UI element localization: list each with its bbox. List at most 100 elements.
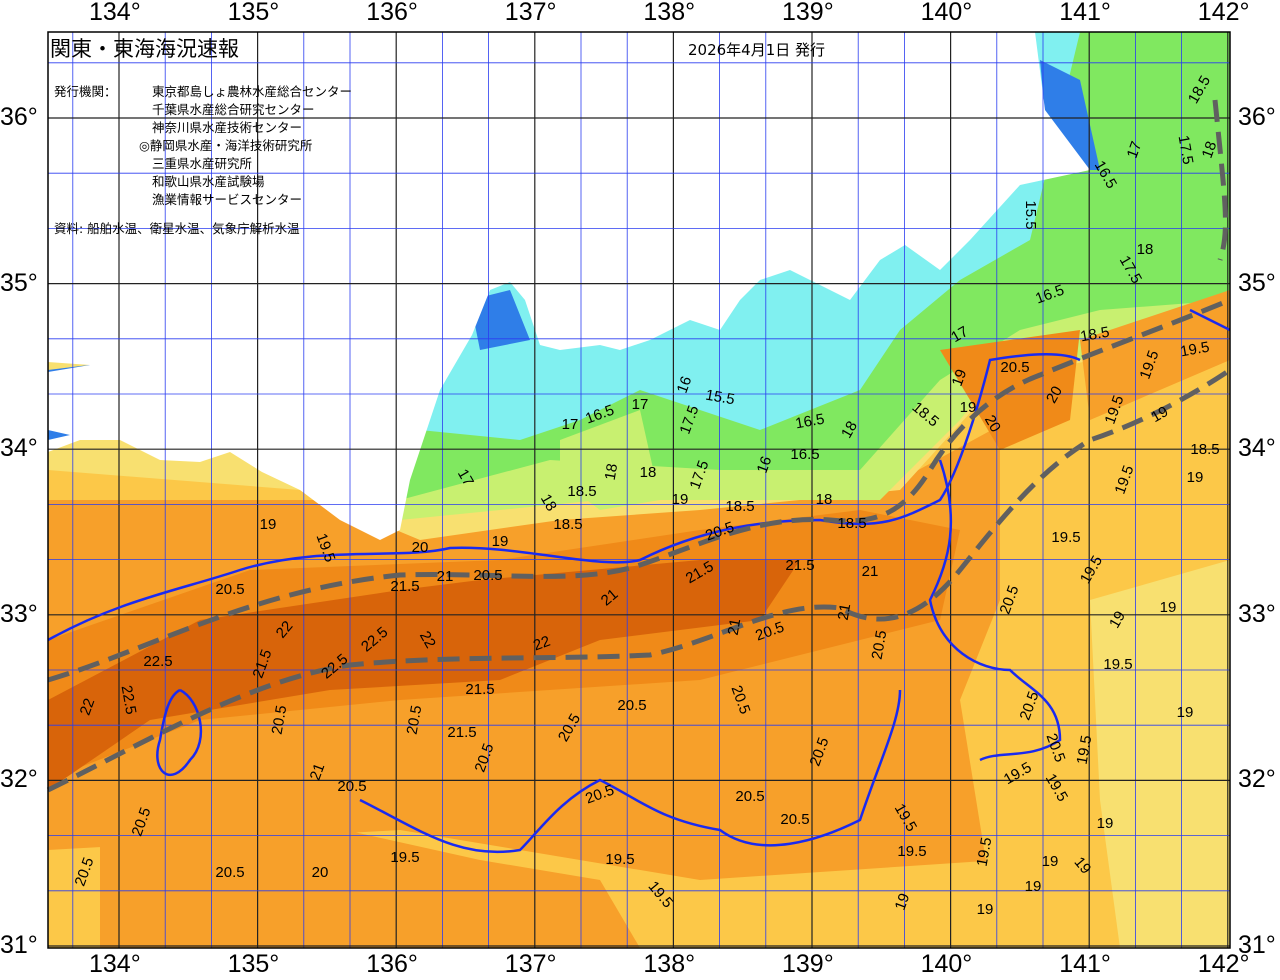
latitude-tick-left: 34° (0, 434, 38, 463)
longitude-tick-top: 139° (782, 0, 834, 26)
contour-label: 21.5 (390, 578, 419, 595)
temperature-zone (470, 290, 530, 350)
longitude-tick-bottom: 142° (1197, 950, 1250, 978)
latitude-tick-right: 35° (1238, 268, 1276, 297)
contour-label: 18.5 (553, 516, 582, 533)
contour-label: 20 (412, 539, 429, 556)
contour-label: 20.5 (404, 704, 426, 736)
contour-label: 20.5 (735, 788, 764, 805)
contour-label: 21.5 (465, 681, 494, 698)
longitude-tick-bottom: 134° (89, 950, 141, 978)
contour-label: 17 (562, 416, 579, 433)
contour-label: 19 (672, 491, 689, 508)
longitude-tick-top: 137° (504, 0, 557, 26)
contour-label: 21 (725, 617, 745, 636)
contour-label: 18 (838, 418, 861, 441)
contour-label: 18.5 (725, 498, 754, 515)
issuer-item: 漁業情報サービスセンター (152, 192, 303, 207)
contour-label: 19.5 (605, 851, 634, 868)
longitude-tick-bottom: 136° (366, 950, 418, 978)
contour-label: 16.5 (790, 446, 819, 463)
map-frame (47, 31, 1231, 949)
temperature-zone (100, 820, 640, 948)
temperature-zone (1090, 560, 1230, 948)
latitude-tick-left: 32° (0, 765, 38, 794)
longitude-tick-bottom: 135° (227, 950, 280, 978)
lat-lon-grid (48, 32, 1230, 948)
longitude-tick-top: 135° (227, 0, 280, 26)
contour-label: 22 (531, 633, 552, 655)
contour-label: 17 (632, 396, 649, 413)
longitude-tick-bottom: 138° (643, 950, 696, 978)
issuer-item: 東京都島しょ農林水産総合センター (152, 84, 353, 99)
contour-label: 20.5 (473, 567, 502, 584)
contour-label: 20.5 (1000, 359, 1029, 376)
coastline-land (48, 32, 1090, 540)
issuer-item: 神奈川県水産技術センター (152, 120, 303, 135)
contour-label: 21 (835, 602, 855, 621)
contour-label: 18 (816, 491, 833, 508)
longitude-tick-bottom: 139° (782, 950, 834, 978)
contour-label: 19.5 (897, 843, 926, 860)
contour-label: 19 (977, 901, 994, 918)
kuroshio-axis-line (47, 297, 1231, 683)
contour-label: 19.5 (1179, 339, 1211, 361)
contour-label: 20.5 (780, 811, 809, 828)
issue-date: 2026年4月1日 発行 (688, 41, 826, 59)
title-box (48, 32, 470, 70)
page-title: 関東・東海海況速報 (50, 37, 239, 61)
contour-label: 19.5 (974, 836, 996, 868)
contour-label: 15.5 (1022, 200, 1039, 229)
kuroshio-axis-layer (46, 99, 1232, 793)
contour-label: 18.5 (1079, 324, 1111, 346)
longitude-tick-top: 136° (366, 0, 418, 26)
contour-label: 18 (537, 491, 560, 514)
contour-label: 22 (416, 628, 439, 651)
contour-label: 18 (640, 464, 657, 481)
contour-label: 20.5 (617, 697, 646, 714)
latitude-tick-right: 31° (1238, 931, 1276, 959)
contour-label: 22 (77, 696, 99, 717)
latitude-tick-right: 32° (1238, 765, 1276, 794)
latitude-tick-left: 36° (0, 103, 38, 131)
contour-label: 15.5 (704, 387, 736, 409)
contour-label: 17 (1124, 139, 1146, 160)
contour-label: 20.5 (869, 629, 891, 661)
data-sources: 資料: 船舶水温、衛星水温、気象庁解析水温 (54, 221, 300, 236)
issuer-item: ◎静岡県水産・海洋技術研究所 (139, 138, 313, 153)
contour-label: 22.5 (118, 684, 140, 716)
kuroshio-axis-line (46, 367, 1232, 793)
issuers-label: 発行機関： (54, 84, 117, 99)
longitude-tick-bottom: 140° (920, 950, 973, 978)
contour-label: 18.5 (567, 483, 596, 500)
temperature-zone (1080, 290, 1230, 420)
latitude-tick-left: 31° (0, 931, 38, 959)
contour-label: 19 (1042, 853, 1059, 870)
longitude-tick-top: 140° (920, 0, 973, 26)
contour-label: 20.5 (269, 704, 291, 736)
contour-label: 19 (892, 891, 914, 912)
isotherm-20c (928, 459, 1062, 762)
contour-label: 18.5 (1190, 441, 1219, 458)
contour-label: 22.5 (143, 653, 172, 670)
contour-label: 18.5 (837, 515, 866, 532)
contour-label: 20 (981, 412, 1004, 435)
contour-label: 19 (1160, 599, 1177, 616)
contour-label: 20 (312, 864, 329, 881)
issuer-item: 三重県水産研究所 (152, 156, 253, 171)
isotherm-20c (359, 689, 902, 854)
longitude-tick-bottom: 137° (504, 950, 557, 978)
contour-label: 19 (1106, 608, 1129, 631)
contour-label: 18 (1199, 139, 1221, 160)
contour-label: 19 (949, 367, 971, 388)
kuroshio-axis-line (1212, 99, 1228, 261)
longitude-tick-top: 141° (1059, 0, 1111, 26)
issuer-item: 千葉県水産総合研究センター (152, 102, 315, 117)
contour-label: 19 (260, 516, 277, 533)
contour-label: 16.5 (794, 411, 826, 433)
contour-label: 19 (492, 533, 509, 550)
contour-label: 17 (948, 323, 971, 346)
temperature-zone (560, 410, 660, 510)
contour-label-layer: 18.516.517 17.5 1815.51817.516.518.51719.5… (72, 73, 1221, 918)
